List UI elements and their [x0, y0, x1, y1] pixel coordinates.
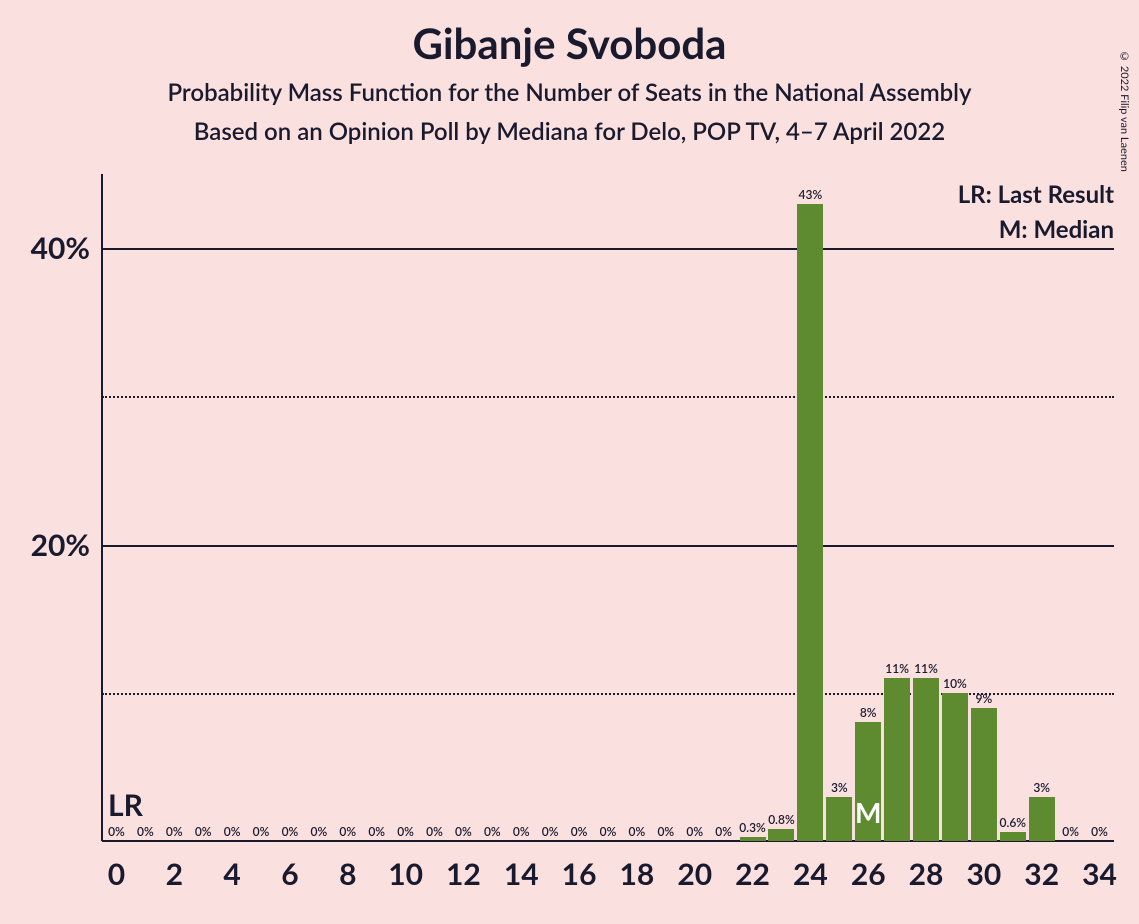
x-tick-label: 12	[446, 841, 481, 892]
bar-label: 9%	[976, 691, 993, 708]
gridline	[102, 545, 1114, 547]
legend-lr: LR: Last Result	[958, 180, 1114, 209]
y-tick-label: 40%	[31, 230, 102, 266]
chart-container: © 2022 Filip van Laenen Gibanje Svoboda …	[0, 0, 1139, 924]
bar-label: 0%	[600, 824, 617, 841]
bar-label: 0%	[368, 824, 385, 841]
bar-label: 0%	[629, 824, 646, 841]
bar-label: 0%	[339, 824, 356, 841]
legend: LR: Last Result M: Median	[958, 180, 1114, 244]
x-tick-label: 24	[793, 841, 828, 892]
bar: 0.6%	[1000, 832, 1026, 841]
x-tick-label: 30	[966, 841, 1001, 892]
x-tick-label: 18	[620, 841, 655, 892]
bar-label: 43%	[799, 187, 823, 204]
bar: 11%	[913, 678, 939, 841]
bar: 3%	[826, 797, 852, 841]
bar-label: 11%	[914, 661, 938, 678]
lr-marker: LR	[108, 787, 143, 823]
bar-label: 0%	[657, 824, 674, 841]
x-tick-label: 8	[339, 841, 356, 892]
x-tick-label: 16	[562, 841, 597, 892]
bar-label: 0%	[282, 824, 299, 841]
chart-subtitle-1: Probability Mass Function for the Number…	[0, 78, 1139, 107]
x-tick-label: 4	[223, 841, 240, 892]
title-block: Gibanje Svoboda Probability Mass Functio…	[0, 18, 1139, 146]
bar-label: 0%	[397, 824, 414, 841]
bar: 43%	[797, 204, 823, 841]
bar-label: 10%	[943, 676, 967, 693]
x-tick-label: 22	[735, 841, 770, 892]
y-axis	[101, 174, 103, 841]
x-tick-label: 2	[166, 841, 183, 892]
bar-label: 0%	[310, 824, 327, 841]
bar-label: 0%	[137, 824, 154, 841]
x-tick-label: 6	[281, 841, 298, 892]
bar: 9%	[971, 708, 997, 841]
y-tick-label: 20%	[31, 527, 102, 563]
x-tick-label: 10	[388, 841, 423, 892]
bar-label: 0%	[108, 824, 125, 841]
bar-label: 0%	[571, 824, 588, 841]
bar-label: 0%	[455, 824, 472, 841]
bar-label: 0%	[166, 824, 183, 841]
bar: 10%	[942, 693, 968, 841]
bar-label: 0%	[224, 824, 241, 841]
x-tick-label: 26	[851, 841, 886, 892]
bar-label: 0.8%	[768, 812, 795, 829]
bar-label: 3%	[1033, 780, 1050, 797]
bar: 11%	[884, 678, 910, 841]
bar-label: 0%	[253, 824, 270, 841]
bar-label: 0%	[542, 824, 559, 841]
bar-label: 0.3%	[739, 820, 766, 837]
x-tick-label: 28	[909, 841, 944, 892]
x-tick-label: 34	[1082, 841, 1117, 892]
plot-area: LR: Last Result M: Median 40%20%02468101…	[102, 174, 1114, 841]
chart-subtitle-2: Based on an Opinion Poll by Mediana for …	[0, 117, 1139, 146]
bar-label: 0%	[1091, 824, 1108, 841]
bar-label: 0.6%	[1000, 815, 1027, 832]
legend-m: M: Median	[958, 215, 1114, 244]
bar: 0.3%	[740, 837, 766, 841]
bar: 3%	[1029, 797, 1055, 841]
bar-label: 0%	[513, 824, 530, 841]
bar-label: 11%	[885, 661, 909, 678]
x-tick-label: 0	[108, 841, 125, 892]
bar-label: 0%	[426, 824, 443, 841]
bar-label: 0%	[715, 824, 732, 841]
bar-label: 0%	[1062, 824, 1079, 841]
gridline	[102, 248, 1114, 250]
bar-label: 0%	[195, 824, 212, 841]
bar-label: 0%	[484, 824, 501, 841]
median-marker: M	[855, 795, 881, 829]
x-tick-label: 20	[677, 841, 712, 892]
bar-label: 0%	[686, 824, 703, 841]
bar: 0.8%	[768, 829, 794, 841]
chart-title: Gibanje Svoboda	[0, 18, 1139, 68]
gridline	[102, 396, 1114, 398]
x-tick-label: 32	[1024, 841, 1059, 892]
x-tick-label: 14	[504, 841, 539, 892]
bar-label: 3%	[831, 780, 848, 797]
bar-label: 8%	[860, 705, 877, 722]
